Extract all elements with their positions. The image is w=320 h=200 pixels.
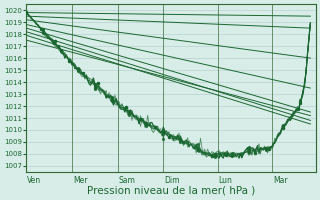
Text: Ven: Ven <box>28 176 42 185</box>
Text: Lun: Lun <box>219 176 233 185</box>
X-axis label: Pression niveau de la mer( hPa ): Pression niveau de la mer( hPa ) <box>87 186 255 196</box>
Text: Dim: Dim <box>164 176 180 185</box>
Text: Mar: Mar <box>273 176 288 185</box>
Text: Mer: Mer <box>73 176 87 185</box>
Text: Sam: Sam <box>119 176 136 185</box>
